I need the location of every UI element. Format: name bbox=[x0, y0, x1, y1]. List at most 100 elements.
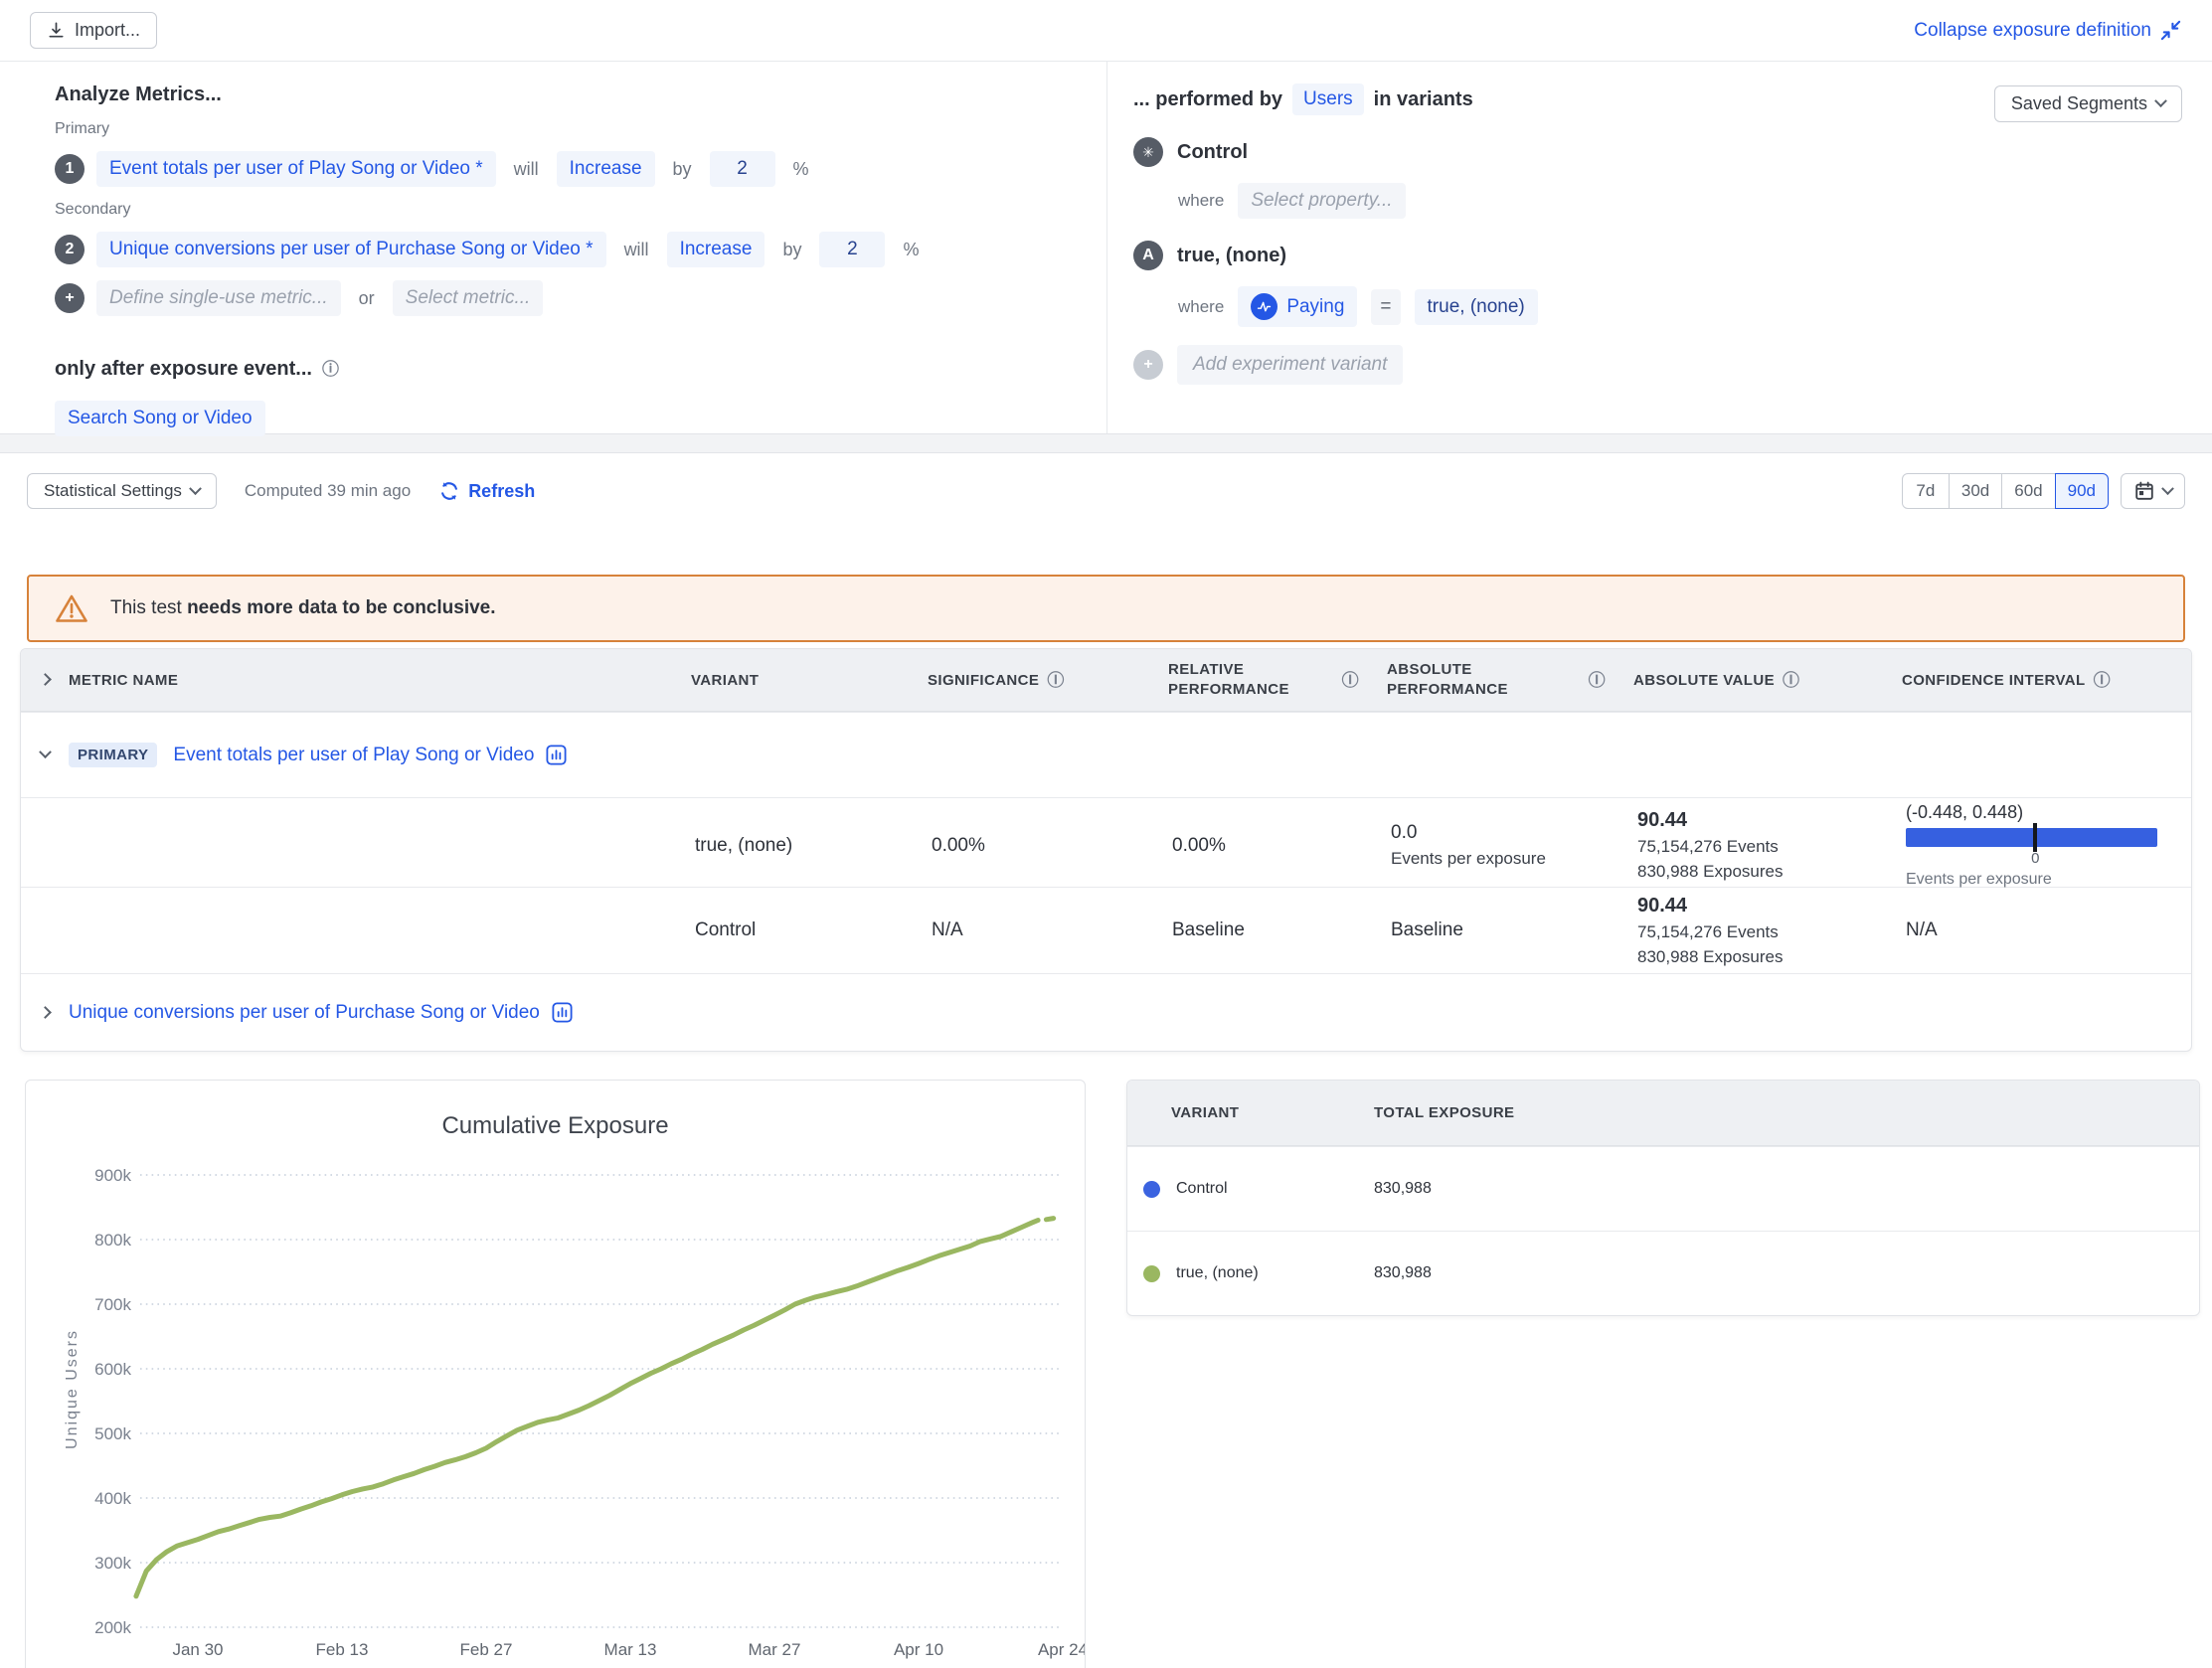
saved-segments-button[interactable]: Saved Segments bbox=[1994, 85, 2182, 122]
svg-text:Mar 27: Mar 27 bbox=[749, 1640, 801, 1659]
add-variant-input[interactable]: Add experiment variant bbox=[1177, 345, 1403, 385]
exposure-table-header: Variant Total Exposure bbox=[1127, 1081, 2199, 1146]
by-label: by bbox=[782, 240, 801, 260]
secondary-metric-chip[interactable]: Unique conversions per user of Purchase … bbox=[96, 232, 606, 267]
percent-sign: % bbox=[793, 159, 809, 180]
cumulative-exposure-line-chart[interactable]: 200k300k400k500k600k700k800k900kJan 30Fe… bbox=[26, 1142, 1085, 1668]
collapse-exposure-label: Collapse exposure definition bbox=[1914, 20, 2151, 42]
svg-text:900k: 900k bbox=[94, 1166, 131, 1185]
table-row: true, (none) 0.00% 0.00% 0.0 Events per … bbox=[21, 797, 2191, 887]
significance-cell: N/A bbox=[928, 916, 1168, 945]
refresh-label: Refresh bbox=[468, 481, 535, 502]
table-row[interactable]: true, (none) 830,988 bbox=[1127, 1231, 2199, 1315]
chevron-right-icon[interactable] bbox=[39, 673, 52, 686]
exposure-value: 830,988 bbox=[1372, 1180, 1432, 1198]
refresh-button[interactable]: Refresh bbox=[438, 480, 535, 502]
results-section: Statistical Settings Computed 39 min ago… bbox=[0, 452, 2212, 1668]
secondary-metric-link[interactable]: Unique conversions per user of Purchase … bbox=[69, 1001, 574, 1024]
absolute-value-cell: 90.44 75,154,276 Events 830,988 Exposure… bbox=[1633, 805, 1902, 886]
direction-select[interactable]: Increase bbox=[557, 151, 655, 187]
percent-input[interactable]: 2 bbox=[819, 232, 885, 267]
download-icon bbox=[47, 21, 66, 40]
info-icon[interactable]: ⓘ bbox=[1783, 672, 1799, 689]
absolute-performance-cell: Baseline bbox=[1387, 916, 1633, 945]
direction-select[interactable]: Increase bbox=[667, 232, 766, 267]
chart-title: Cumulative Exposure bbox=[26, 1112, 1085, 1140]
primary-label: Primary bbox=[55, 120, 1049, 138]
variant-cell: Control bbox=[691, 916, 928, 945]
total-exposure-table: Variant Total Exposure Control 830,988 t… bbox=[1126, 1080, 2200, 1316]
charts-section: Cumulative Exposure Unique Users 200k300… bbox=[25, 1080, 2212, 1668]
chevron-right-icon[interactable] bbox=[39, 1006, 52, 1019]
svg-text:Mar 13: Mar 13 bbox=[604, 1640, 657, 1659]
date-range-group: 7d 30d 60d 90d bbox=[1902, 473, 2109, 509]
info-icon[interactable]: ⓘ bbox=[1342, 672, 1359, 689]
range-30d-button[interactable]: 30d bbox=[1949, 473, 2002, 509]
primary-metric-group-row[interactable]: PRIMARY Event totals per user of Play So… bbox=[21, 712, 2191, 797]
svg-text:Feb 13: Feb 13 bbox=[316, 1640, 369, 1659]
results-table-header: Metric Name Variant Significanceⓘ Relati… bbox=[21, 649, 2191, 712]
range-7d-button[interactable]: 7d bbox=[1902, 473, 1950, 509]
panel-divider bbox=[1106, 62, 1107, 433]
date-picker-button[interactable] bbox=[2121, 473, 2185, 509]
svg-text:Apr 24: Apr 24 bbox=[1038, 1640, 1085, 1659]
chevron-down-icon bbox=[2161, 482, 2174, 495]
property-value-chip[interactable]: true, (none) bbox=[1415, 289, 1538, 325]
results-table: Metric Name Variant Significanceⓘ Relati… bbox=[20, 648, 2192, 1052]
confidence-interval-cell: (-0.448, 0.448) 0 Events per exposure bbox=[1902, 798, 2191, 893]
variant-name: true, (none) bbox=[1177, 245, 1286, 267]
col-significance: Significanceⓘ bbox=[928, 672, 1168, 689]
range-90d-button[interactable]: 90d bbox=[2055, 473, 2109, 509]
analyze-metrics-panel: Analyze Metrics... Primary 1 Event total… bbox=[55, 83, 1049, 436]
add-variant-icon[interactable]: + bbox=[1133, 350, 1163, 380]
svg-text:600k: 600k bbox=[94, 1360, 131, 1379]
add-metric-icon[interactable]: + bbox=[55, 283, 85, 313]
percent-sign: % bbox=[903, 240, 919, 260]
svg-text:Jan 30: Jan 30 bbox=[172, 1640, 223, 1659]
percent-input[interactable]: 2 bbox=[710, 151, 775, 187]
relative-performance-cell: 0.00% bbox=[1168, 831, 1387, 861]
select-metric-input[interactable]: Select metric... bbox=[393, 280, 544, 316]
info-icon[interactable]: ⓘ bbox=[1589, 672, 1606, 689]
define-metric-input[interactable]: Define single-use metric... bbox=[96, 280, 341, 316]
exposure-event-chip[interactable]: Search Song or Video bbox=[55, 401, 265, 436]
col-absolute-value: Absolute Valueⓘ bbox=[1633, 672, 1902, 689]
variant-row-control: ✳ Control bbox=[1133, 137, 2182, 167]
relative-performance-cell: Baseline bbox=[1168, 916, 1387, 945]
cumulative-exposure-chart-card: Cumulative Exposure Unique Users 200k300… bbox=[25, 1080, 1086, 1668]
absolute-value-cell: 90.44 75,154,276 Events 830,988 Exposure… bbox=[1633, 891, 1902, 971]
col-variant: Variant bbox=[1127, 1104, 1372, 1121]
chevron-down-icon[interactable] bbox=[39, 746, 52, 758]
svg-text:500k: 500k bbox=[94, 1424, 131, 1443]
amplitude-logo-icon bbox=[1251, 293, 1277, 320]
svg-text:800k: 800k bbox=[94, 1231, 131, 1250]
col-absolute-performance: AbsolutePerformanceⓘ bbox=[1387, 660, 1633, 701]
import-button[interactable]: Import... bbox=[30, 12, 157, 49]
collapse-exposure-link[interactable]: Collapse exposure definition bbox=[1914, 19, 2182, 42]
or-label: or bbox=[359, 288, 375, 309]
exposure-title-label: only after exposure event... bbox=[55, 358, 312, 381]
secondary-label: Secondary bbox=[55, 201, 1049, 219]
users-select[interactable]: Users bbox=[1292, 83, 1364, 115]
svg-text:Feb 27: Feb 27 bbox=[460, 1640, 513, 1659]
property-chip[interactable]: Paying bbox=[1238, 286, 1357, 327]
primary-metric-chip[interactable]: Event totals per user of Play Song or Vi… bbox=[96, 151, 496, 187]
operator-select[interactable]: = bbox=[1371, 289, 1400, 325]
range-60d-button[interactable]: 60d bbox=[2001, 473, 2055, 509]
select-property-input[interactable]: Select property... bbox=[1238, 183, 1405, 219]
info-icon[interactable]: ⓘ bbox=[2094, 672, 2111, 689]
secondary-metric-group-row[interactable]: Unique conversions per user of Purchase … bbox=[21, 973, 2191, 1051]
info-icon[interactable]: ⓘ bbox=[1047, 672, 1064, 689]
by-label: by bbox=[673, 159, 692, 180]
primary-metric-row: 1 Event totals per user of Play Song or … bbox=[55, 151, 1049, 187]
analyze-metrics-title: Analyze Metrics... bbox=[55, 83, 1049, 106]
warning-text: This test needs more data to be conclusi… bbox=[110, 597, 496, 619]
statistical-settings-label: Statistical Settings bbox=[44, 481, 182, 501]
exposure-event-title: only after exposure event... ⓘ bbox=[55, 358, 1049, 381]
table-row[interactable]: Control 830,988 bbox=[1127, 1146, 2199, 1231]
treatment-series-dot bbox=[1143, 1265, 1160, 1282]
statistical-settings-button[interactable]: Statistical Settings bbox=[27, 473, 217, 509]
primary-metric-link[interactable]: Event totals per user of Play Song or Vi… bbox=[173, 744, 568, 766]
secondary-metric-row: 2 Unique conversions per user of Purchas… bbox=[55, 232, 1049, 267]
top-toolbar: Import... Collapse exposure definition bbox=[0, 0, 2212, 62]
